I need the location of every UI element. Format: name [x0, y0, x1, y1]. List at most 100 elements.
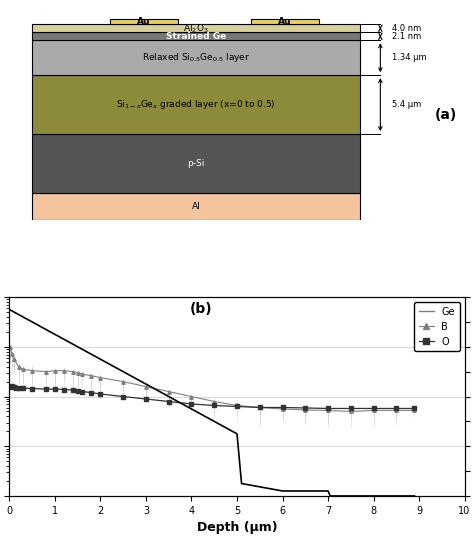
- Ge: [52, 331, 58, 338]
- Bar: [32, 32, 360, 40]
- B: [70, 368, 76, 375]
- Bar: [32, 134, 360, 193]
- B: [120, 378, 126, 385]
- Text: 5.4 μm: 5.4 μm: [392, 100, 421, 109]
- O: [348, 405, 354, 411]
- Text: Relaxed Si$_{0.5}$Ge$_{0.5}$ layer: Relaxed Si$_{0.5}$Ge$_{0.5}$ layer: [142, 51, 250, 64]
- Ge: [166, 393, 172, 400]
- O: [257, 404, 263, 411]
- Ge: [211, 418, 217, 425]
- B: [325, 407, 331, 414]
- Text: Strained Ge: Strained Ge: [166, 32, 226, 41]
- O: [280, 404, 285, 411]
- B: [20, 366, 26, 372]
- B: [348, 408, 354, 415]
- Text: Al$_2$O$_3$: Al$_2$O$_3$: [183, 22, 209, 34]
- Ge: [120, 368, 126, 375]
- Ge: [7, 306, 12, 313]
- B: [8, 343, 13, 350]
- O: [13, 384, 19, 391]
- O: [43, 386, 49, 392]
- Text: 4.0 nm: 4.0 nm: [392, 24, 421, 33]
- Legend: Ge, B, O: Ge, B, O: [414, 302, 460, 352]
- B: [257, 404, 263, 411]
- O: [29, 385, 35, 392]
- O: [98, 391, 103, 397]
- O: [70, 387, 76, 393]
- B: [29, 367, 35, 374]
- B: [75, 370, 81, 376]
- Ge: [29, 319, 35, 325]
- Ge: [189, 405, 194, 412]
- O: [325, 405, 331, 411]
- O: [302, 405, 308, 411]
- B: [302, 407, 308, 413]
- B: [89, 372, 94, 379]
- O: [371, 405, 376, 411]
- Bar: [32, 40, 360, 75]
- O: [89, 389, 94, 396]
- O: [61, 386, 67, 393]
- Ge: [234, 431, 240, 437]
- B: [16, 364, 21, 370]
- B: [280, 405, 285, 412]
- X-axis label: Depth (μm): Depth (μm): [197, 521, 277, 534]
- O: [166, 398, 172, 405]
- O: [411, 405, 417, 411]
- Text: p-Si: p-Si: [187, 159, 205, 168]
- B: [11, 356, 17, 362]
- O: [211, 402, 217, 409]
- Ge: [328, 493, 333, 499]
- O: [143, 396, 149, 402]
- Text: (a): (a): [435, 108, 457, 122]
- O: [11, 383, 17, 390]
- B: [98, 374, 103, 381]
- Bar: [251, 20, 319, 25]
- Ge: [239, 480, 245, 487]
- O: [189, 401, 194, 407]
- Text: 2.1 nm: 2.1 nm: [392, 32, 421, 41]
- O: [16, 384, 21, 391]
- Bar: [32, 25, 360, 32]
- B: [371, 407, 376, 414]
- Ge: [280, 488, 285, 494]
- B: [393, 407, 399, 414]
- Ge: [325, 488, 331, 494]
- B: [52, 367, 58, 374]
- O: [80, 388, 85, 395]
- Text: Au: Au: [137, 17, 150, 26]
- B: [61, 367, 67, 374]
- Text: Au: Au: [278, 17, 292, 26]
- B: [211, 398, 217, 405]
- Ge: [411, 493, 417, 499]
- Line: B: B: [9, 345, 416, 413]
- O: [20, 385, 26, 391]
- O: [75, 387, 81, 394]
- Bar: [32, 193, 360, 220]
- Text: Al: Al: [191, 202, 201, 211]
- B: [43, 368, 49, 375]
- B: [411, 407, 417, 414]
- Text: 1.34 μm: 1.34 μm: [392, 53, 426, 62]
- B: [166, 388, 172, 395]
- B: [189, 393, 194, 400]
- Ge: [75, 343, 81, 350]
- B: [234, 402, 240, 409]
- O: [9, 383, 15, 389]
- B: [9, 351, 15, 358]
- Bar: [109, 20, 178, 25]
- O: [393, 405, 399, 411]
- Text: Si$_{1-x}$Ge$_x$ graded layer (x=0 to 0.5): Si$_{1-x}$Ge$_x$ graded layer (x=0 to 0.…: [116, 98, 276, 111]
- Ge: [98, 356, 103, 362]
- Line: O: O: [9, 384, 416, 410]
- Line: Ge: Ge: [9, 310, 414, 496]
- B: [143, 383, 149, 390]
- O: [120, 393, 126, 400]
- O: [8, 383, 13, 390]
- Text: (b): (b): [189, 302, 212, 316]
- B: [80, 371, 85, 378]
- Bar: [32, 75, 360, 134]
- O: [52, 386, 58, 392]
- Ge: [143, 381, 149, 387]
- O: [234, 403, 240, 410]
